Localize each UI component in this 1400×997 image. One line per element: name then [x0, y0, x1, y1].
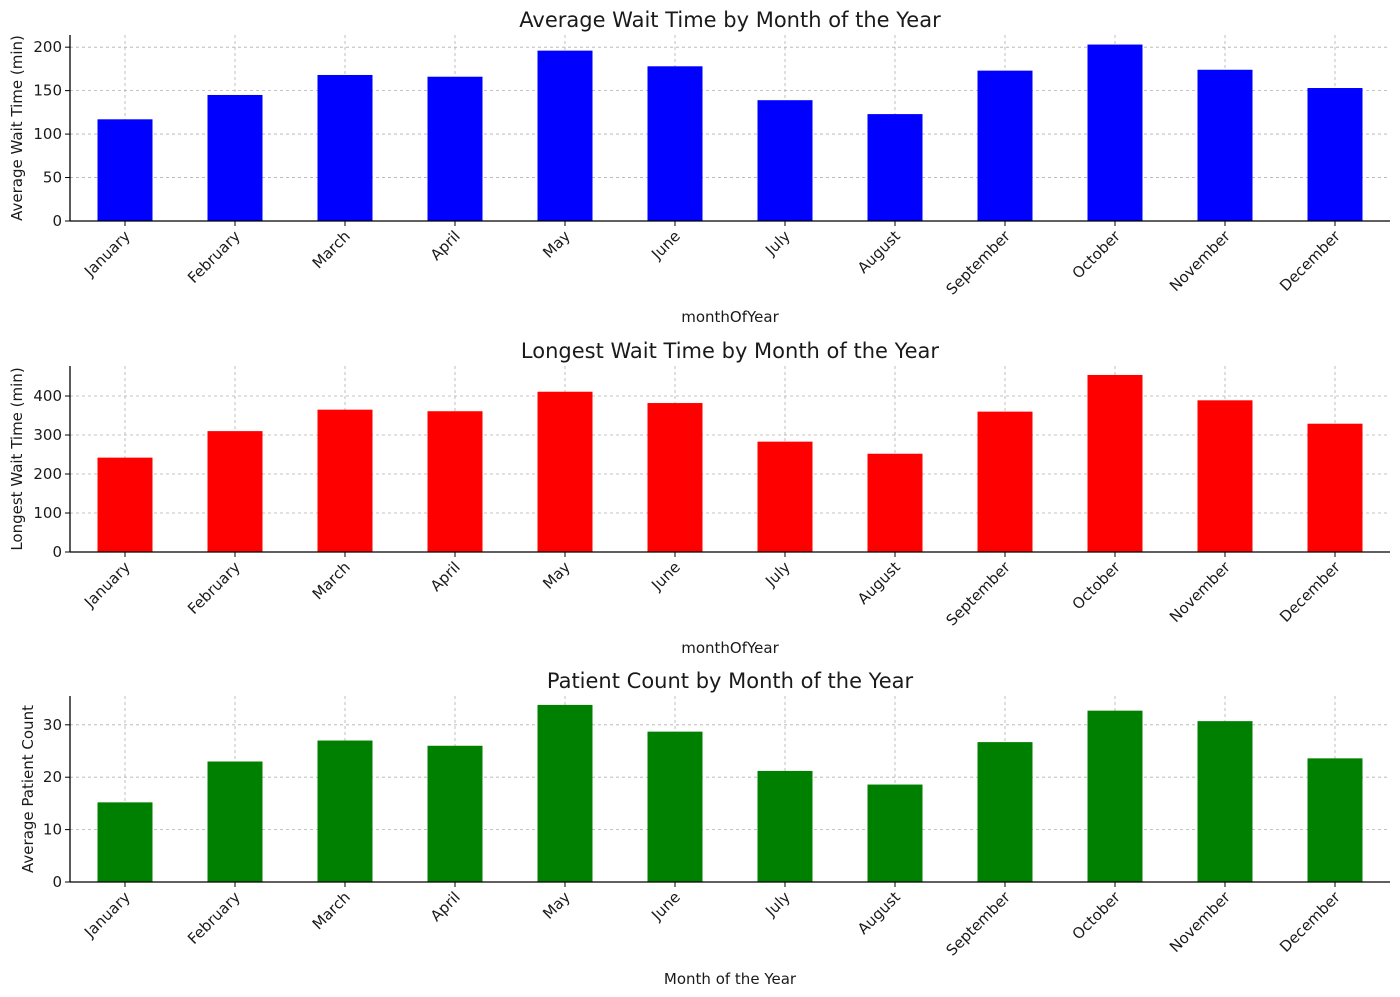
y-tick-label: 200 [33, 38, 62, 56]
bar-february [207, 761, 263, 882]
bar-july [757, 441, 813, 552]
x-tick-label: October [1069, 558, 1125, 614]
y-tick-label: 100 [33, 125, 62, 143]
x-tick-label: September [942, 888, 1014, 960]
y-axis-label: Longest Wait Time (min) [8, 367, 26, 550]
y-tick-label: 150 [33, 82, 62, 100]
x-tick-label: October [1069, 888, 1125, 944]
bar-april [427, 745, 483, 882]
bar-november [1197, 721, 1253, 882]
bar-october [1087, 374, 1143, 552]
x-tick-label: September [942, 227, 1014, 299]
y-tick-label: 200 [33, 465, 62, 483]
x-tick-label: March [309, 558, 354, 603]
x-tick-label: April [427, 888, 464, 925]
x-tick-label: January [80, 227, 134, 281]
bar-september [977, 411, 1033, 552]
bar-june [647, 403, 703, 552]
y-tick-label: 300 [33, 426, 62, 444]
x-tick-label: July [761, 227, 794, 260]
y-tick-label: 10 [43, 821, 62, 839]
bar-august [867, 453, 923, 552]
x-tick-label: February [184, 558, 244, 618]
bar-april [427, 411, 483, 552]
x-tick-label: June [647, 227, 684, 264]
x-tick-label: August [854, 888, 904, 938]
bar-march [317, 74, 373, 221]
x-tick-label: July [761, 558, 794, 591]
x-tick-label: February [184, 227, 244, 287]
x-tick-label: April [427, 227, 464, 264]
bar-january [97, 119, 153, 221]
y-tick-label: 400 [33, 387, 62, 405]
y-tick-label: 0 [52, 873, 62, 891]
x-tick-label: January [80, 558, 134, 612]
x-tick-label: March [309, 227, 354, 272]
x-tick-label: December [1276, 227, 1344, 295]
y-tick-label: 0 [52, 543, 62, 561]
x-tick-label: July [761, 888, 794, 921]
bar-december [1307, 423, 1363, 552]
chart-panel-3: 0 10 20 30 January February March April May June J… [19, 669, 1390, 988]
bar-april [427, 76, 483, 221]
y-tick-label: 50 [43, 169, 62, 187]
y-tick-label: 20 [43, 768, 62, 786]
bar-june [647, 66, 703, 221]
bar-december [1307, 758, 1363, 882]
y-tick-label: 0 [52, 212, 62, 230]
bar-may [537, 391, 593, 552]
x-tick-label: December [1276, 558, 1344, 626]
x-tick-label: November [1166, 888, 1234, 956]
x-tick-label: May [539, 888, 574, 923]
bar-june [647, 731, 703, 882]
bar-november [1197, 400, 1253, 552]
chart-panel-2: 0 100 200 300 400 January February March April Ma… [8, 339, 1390, 657]
bar-march [317, 740, 373, 882]
bar-october [1087, 710, 1143, 882]
x-tick-label: April [427, 558, 464, 595]
bar-october [1087, 44, 1143, 222]
chart-title: Average Wait Time by Month of the Year [519, 8, 941, 32]
y-axis-label: Average Patient Count [19, 705, 37, 873]
chart-panel-1: 0 50 100 150 200 January February March April May… [8, 8, 1390, 326]
bar-may [537, 704, 593, 882]
x-tick-label: January [80, 888, 134, 942]
x-tick-label: December [1276, 888, 1344, 956]
bar-january [97, 457, 153, 552]
bar-february [207, 94, 263, 221]
x-tick-label: February [184, 888, 244, 948]
x-tick-label: October [1069, 227, 1125, 283]
x-tick-label: March [309, 888, 354, 933]
y-axis-label: Average Wait Time (min) [8, 35, 26, 221]
y-tick-label: 100 [33, 504, 62, 522]
bar-september [977, 742, 1033, 882]
bar-september [977, 70, 1033, 221]
x-tick-label: August [854, 558, 904, 608]
x-axis-label: monthOfYear [681, 639, 779, 657]
x-axis-label: monthOfYear [681, 308, 779, 326]
chart-title: Patient Count by Month of the Year [547, 669, 914, 693]
bar-july [757, 770, 813, 882]
x-tick-label: November [1166, 227, 1234, 295]
x-tick-label: September [942, 558, 1014, 630]
x-axis-label: Month of the Year [664, 970, 797, 988]
bar-february [207, 431, 263, 552]
chart-title: Longest Wait Time by Month of the Year [521, 339, 940, 363]
x-tick-label: May [539, 227, 574, 262]
x-tick-label: November [1166, 558, 1234, 626]
bar-november [1197, 69, 1253, 221]
bar-december [1307, 88, 1363, 221]
bar-march [317, 409, 373, 552]
bar-july [757, 100, 813, 221]
y-tick-label: 30 [43, 716, 62, 734]
x-tick-label: June [647, 888, 684, 925]
x-tick-label: May [539, 558, 574, 593]
bar-january [97, 802, 153, 882]
bar-august [867, 114, 923, 221]
bar-may [537, 50, 593, 221]
x-tick-label: August [854, 227, 904, 277]
bar-august [867, 784, 923, 882]
x-tick-label: June [647, 558, 684, 595]
